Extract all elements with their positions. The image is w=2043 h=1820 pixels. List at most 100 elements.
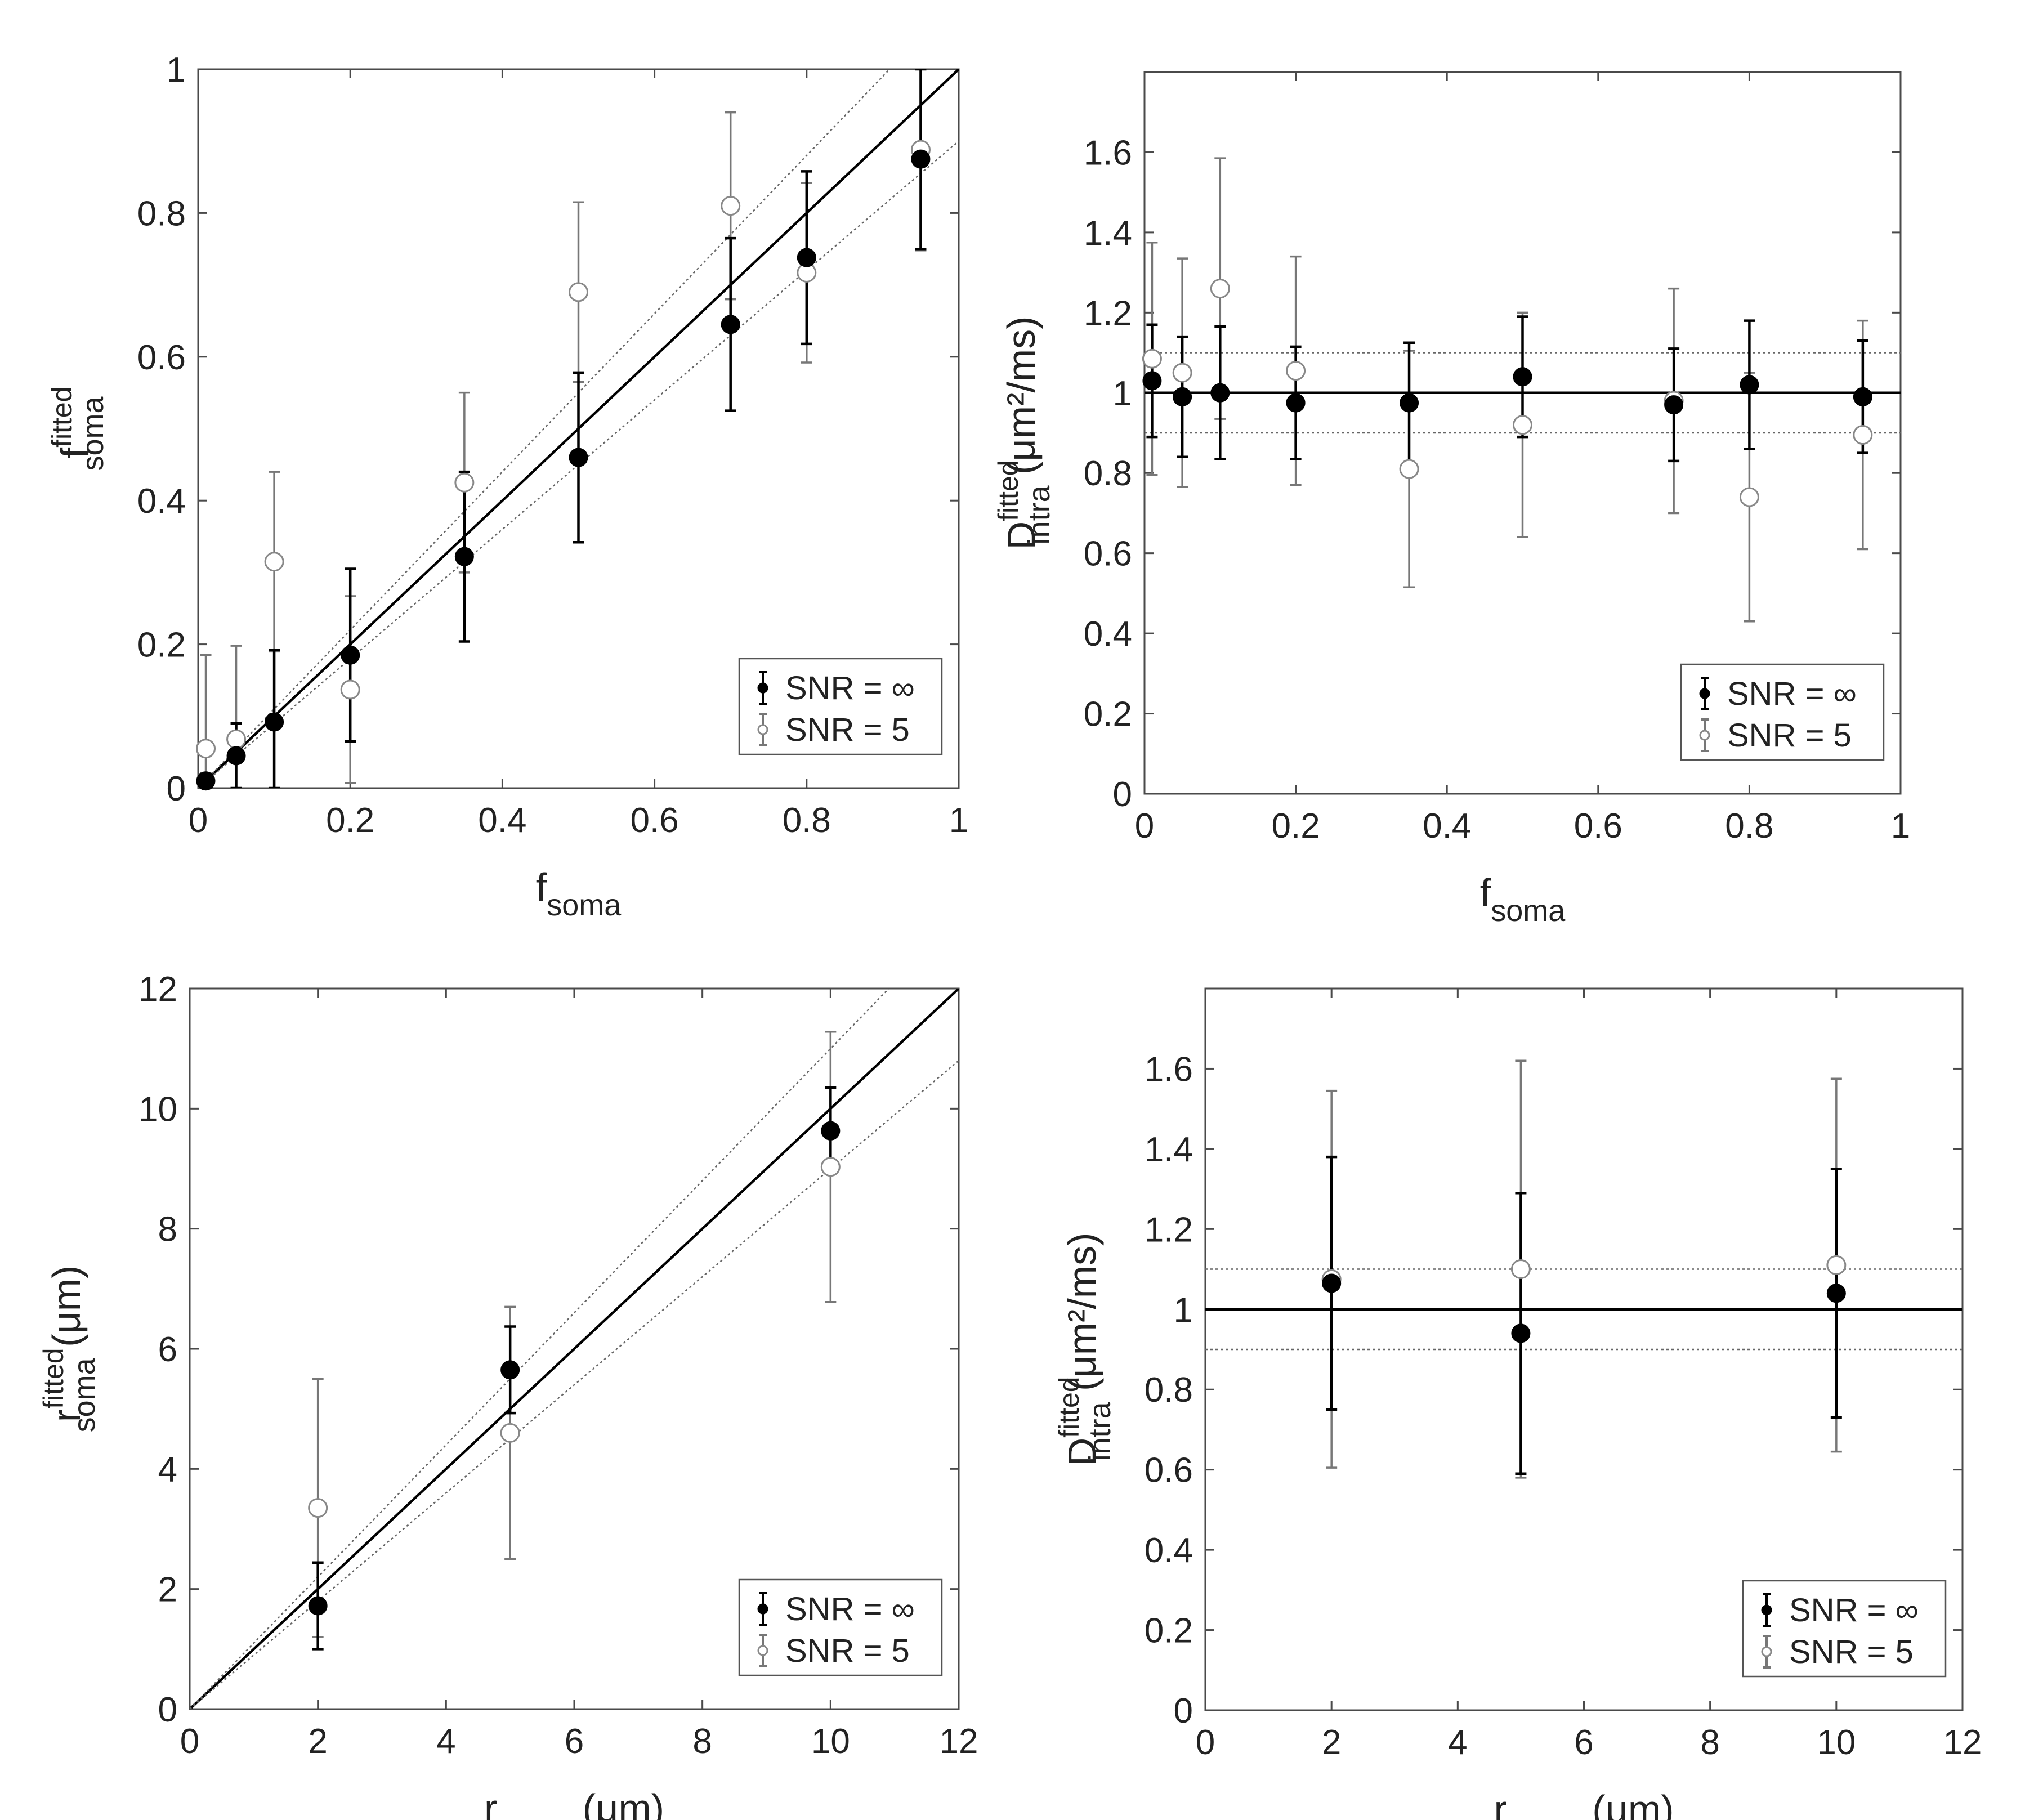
- data-point-snr-inf: [1173, 387, 1192, 406]
- data-point-snr-5: [454, 472, 475, 493]
- data-point-snr-5: [1286, 361, 1306, 381]
- x-tick-label: 10: [1817, 1723, 1856, 1762]
- x-axis-label: rsoma (μm): [1494, 1787, 1674, 1820]
- data-point-snr-5: [1510, 1259, 1531, 1280]
- y-tick-label: 1: [1113, 374, 1132, 413]
- y-axis-label: Dfittedintra (μm²/ms): [1053, 1233, 1117, 1466]
- x-tick-label: 0.2: [326, 801, 374, 840]
- x-tick-label: 10: [811, 1722, 850, 1761]
- data-point-snr-inf: [226, 746, 246, 766]
- y-tick-label: 8: [158, 1210, 177, 1249]
- y-axis-label: rfittedsoma (μm): [38, 1265, 101, 1433]
- x-tick-label: 0.6: [1574, 807, 1622, 846]
- y-tick-label: 2: [158, 1571, 177, 1609]
- data-point-snr-inf: [196, 771, 216, 791]
- legend-marker: [757, 1645, 768, 1656]
- legend-marker: [757, 724, 768, 735]
- legend-label: SNR = ∞: [785, 1591, 915, 1627]
- legend-label: SNR = 5: [785, 1633, 910, 1669]
- data-point-snr-5: [1399, 459, 1419, 479]
- legend-label: SNR = 5: [1727, 717, 1852, 754]
- data-point-snr-5: [721, 196, 741, 216]
- legend-marker: [1699, 730, 1710, 741]
- legend-box: [738, 1578, 943, 1676]
- x-tick-label: 6: [1574, 1723, 1593, 1762]
- data-point-snr-5: [226, 729, 247, 749]
- x-tick-label: 8: [692, 1722, 712, 1761]
- legend-box: [1680, 663, 1885, 761]
- data-point-snr-5: [264, 552, 284, 572]
- x-tick-label: 0.6: [630, 801, 678, 840]
- y-tick-label: 0.8: [1145, 1371, 1193, 1410]
- data-point-snr-inf: [1740, 375, 1759, 395]
- y-axis-label: Dfittedintra (μm²/ms): [993, 316, 1056, 550]
- x-tick-label: 6: [565, 1722, 584, 1761]
- y-tick-label: 1.6: [1145, 1050, 1193, 1089]
- data-point-snr-inf: [821, 1121, 841, 1141]
- data-point-snr-5: [340, 679, 360, 700]
- data-point-snr-inf: [1664, 395, 1684, 415]
- data-point-snr-inf: [454, 547, 474, 566]
- y-tick-label: 0.2: [1084, 695, 1132, 734]
- data-point-snr-inf: [1142, 371, 1162, 391]
- x-axis-label: rsoma (μm): [484, 1786, 664, 1820]
- legend-box: [1742, 1580, 1947, 1678]
- x-tick-label: 8: [1700, 1723, 1719, 1762]
- data-point-snr-inf: [1511, 1323, 1531, 1343]
- x-tick-label: 0.4: [1423, 807, 1471, 846]
- y-tick-label: 0.6: [1145, 1451, 1193, 1490]
- data-point-snr-inf: [1210, 383, 1230, 403]
- x-tick-label: 0: [1196, 1723, 1215, 1762]
- x-tick-label: 2: [1322, 1723, 1341, 1762]
- y-tick-label: 1: [1174, 1291, 1193, 1330]
- x-tick-label: 0: [180, 1722, 199, 1761]
- y-tick-label: 0: [167, 770, 186, 808]
- y-tick-label: 0.8: [137, 194, 186, 233]
- data-point-snr-inf: [569, 448, 588, 467]
- y-tick-label: 0: [158, 1691, 177, 1729]
- data-point-snr-5: [820, 1157, 841, 1177]
- x-tick-label: 0.2: [1271, 807, 1320, 846]
- x-tick-label: 1: [1891, 807, 1910, 846]
- y-tick-label: 0.6: [137, 338, 186, 377]
- data-point-snr-inf: [721, 315, 740, 334]
- legend-marker: [1761, 1646, 1772, 1657]
- data-point-snr-inf: [797, 248, 816, 267]
- y-tick-label: 0.8: [1084, 454, 1132, 493]
- legend-label: SNR = 5: [1789, 1634, 1914, 1670]
- legend-label: SNR = ∞: [785, 670, 915, 706]
- data-point-snr-inf: [1853, 387, 1872, 406]
- data-point-snr-inf: [265, 712, 284, 732]
- y-tick-label: 1.4: [1084, 214, 1132, 253]
- y-tick-label: 6: [158, 1330, 177, 1369]
- x-tick-label: 12: [1943, 1723, 1982, 1762]
- data-point-snr-inf: [911, 149, 931, 169]
- y-tick-label: 0.2: [137, 626, 186, 665]
- x-axis-label: fsoma: [536, 865, 622, 922]
- y-tick-label: 0.2: [1145, 1612, 1193, 1651]
- y-tick-label: 0.4: [1145, 1531, 1193, 1570]
- x-tick-label: 4: [436, 1722, 455, 1761]
- data-point-snr-5: [500, 1423, 520, 1443]
- y-axis-label: ffittedsoma: [46, 387, 110, 471]
- data-point-snr-inf: [341, 645, 360, 665]
- x-tick-label: 0.4: [478, 801, 526, 840]
- y-tick-label: 1.2: [1084, 294, 1132, 333]
- data-point-snr-5: [1210, 279, 1230, 299]
- data-point-snr-5: [1826, 1255, 1847, 1275]
- x-tick-label: 1: [949, 801, 968, 840]
- data-point-snr-5: [1513, 415, 1532, 435]
- legend-marker: [1761, 1604, 1772, 1616]
- y-tick-label: 1.6: [1084, 133, 1132, 172]
- data-point-snr-inf: [500, 1360, 520, 1380]
- legend: SNR = ∞ SNR = 5: [1742, 1580, 1947, 1678]
- y-tick-label: 0.6: [1084, 535, 1132, 574]
- chart-panel-3: 0 2 4 6 8 10 12 0 2 4 6 8 10 12 SNR = ∞ SNR = 5 rsoma (μ…: [38, 970, 978, 1820]
- x-tick-label: 0.8: [1725, 807, 1773, 846]
- chart-panel-2: 0 0.2 0.4 0.6 0.8 1 0 0.2 0.4 0.6 0.8 1 1.2 1.4 1.6 SNR…: [993, 71, 1910, 928]
- x-tick-label: 0.8: [783, 801, 831, 840]
- legend-box: [738, 658, 943, 755]
